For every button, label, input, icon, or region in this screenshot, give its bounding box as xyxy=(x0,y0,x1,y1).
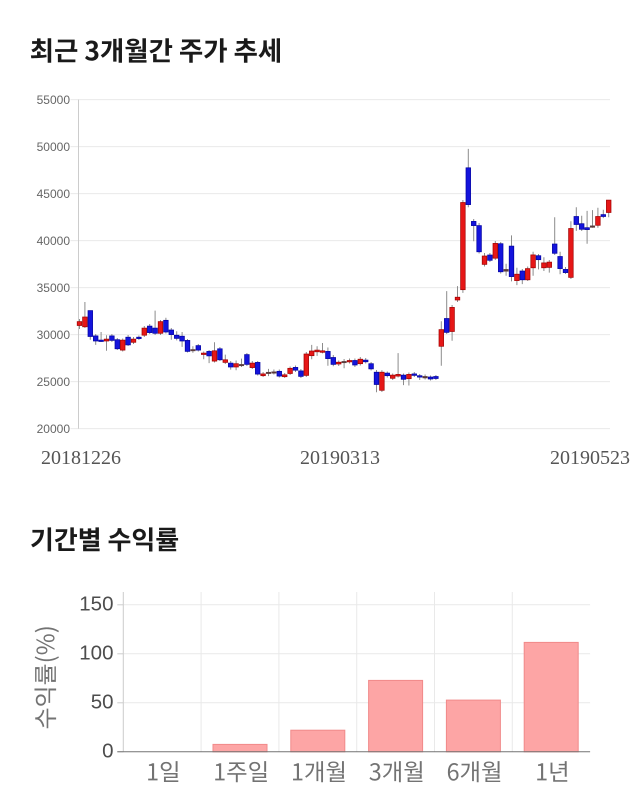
svg-text:20190523: 20190523 xyxy=(550,447,630,469)
svg-text:50: 50 xyxy=(91,690,114,713)
svg-text:20181226: 20181226 xyxy=(41,447,121,469)
svg-text:20190313: 20190313 xyxy=(300,447,380,469)
svg-text:55000: 55000 xyxy=(37,93,71,107)
svg-text:40000: 40000 xyxy=(37,234,71,248)
svg-text:35000: 35000 xyxy=(37,281,71,295)
svg-text:150: 150 xyxy=(79,592,113,615)
svg-text:25000: 25000 xyxy=(37,375,71,389)
svg-text:45000: 45000 xyxy=(37,187,71,201)
svg-text:20000: 20000 xyxy=(37,422,71,436)
svg-text:0: 0 xyxy=(102,739,113,762)
svg-text:100: 100 xyxy=(79,641,113,664)
svg-text:50000: 50000 xyxy=(37,140,71,154)
svg-text:30000: 30000 xyxy=(37,328,71,342)
